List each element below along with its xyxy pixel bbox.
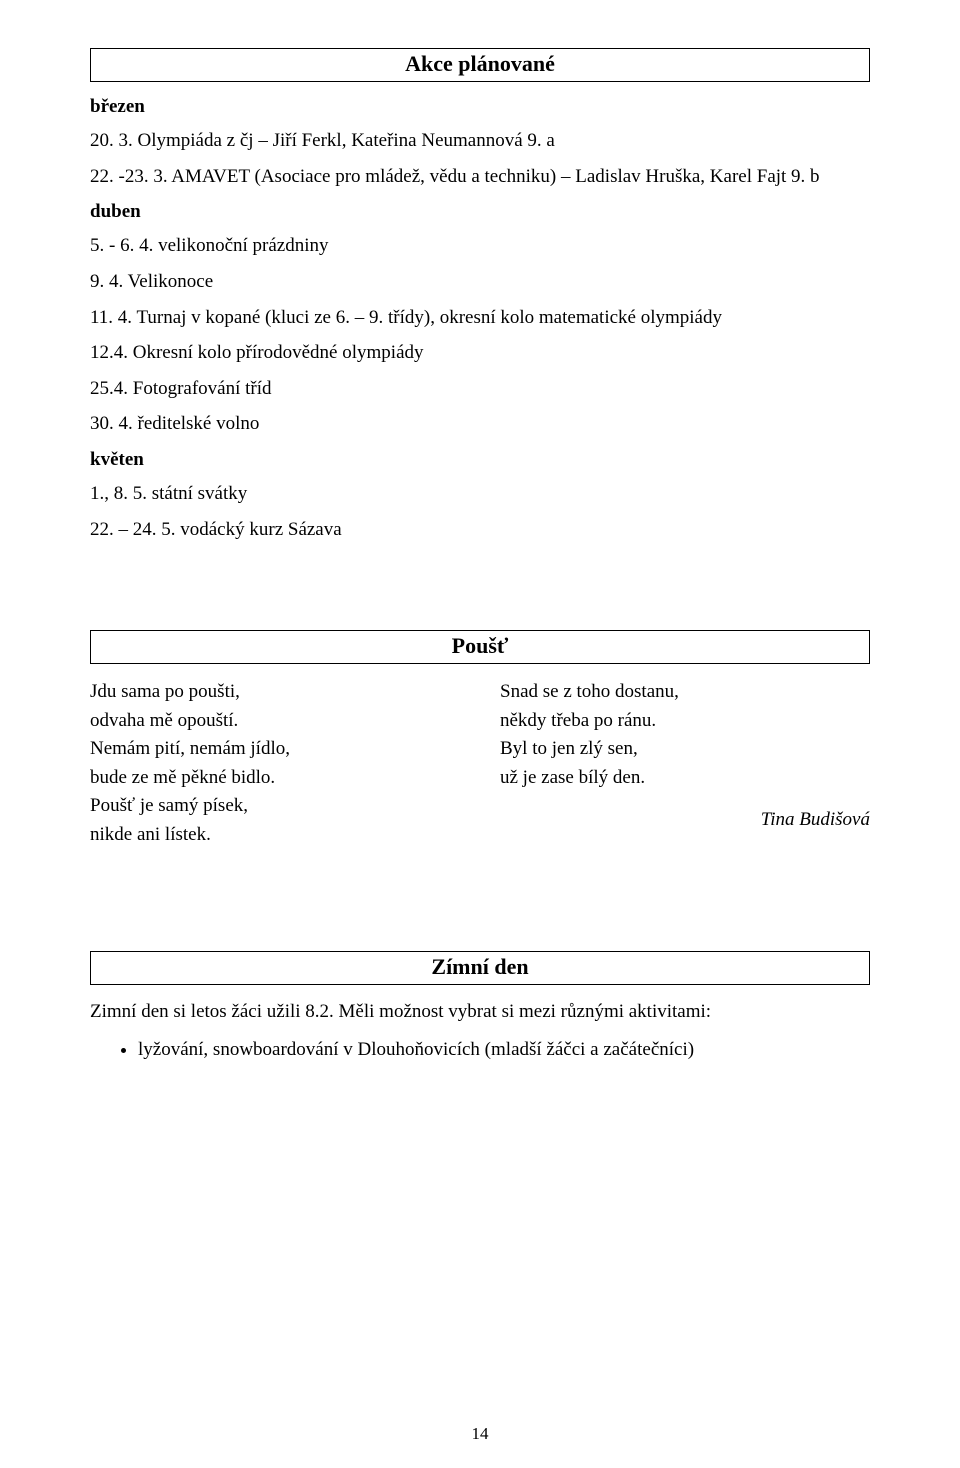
heading-akce-title: Akce plánované bbox=[99, 51, 861, 77]
event-item: 30. 4. ředitelské volno bbox=[90, 411, 870, 437]
heading-akce: Akce plánované bbox=[90, 48, 870, 82]
event-item: 25.4. Fotografování tříd bbox=[90, 376, 870, 402]
event-item: 22. – 24. 5. vodácký kurz Sázava bbox=[90, 517, 870, 543]
poem-line: Nemám pití, nemám jídlo, bbox=[90, 735, 460, 764]
heading-zimni-title: Zímní den bbox=[99, 954, 861, 980]
event-item: 5. - 6. 4. velikonoční prázdniny bbox=[90, 233, 870, 259]
poem-columns: Jdu sama po poušti, odvaha mě opouští. N… bbox=[90, 678, 870, 849]
poem-line: nikde ani lístek. bbox=[90, 821, 460, 850]
poem-line: Byl to jen zlý sen, bbox=[500, 735, 870, 764]
event-item: 22. -23. 3. AMAVET (Asociace pro mládež,… bbox=[90, 164, 870, 190]
event-item: 1., 8. 5. státní svátky bbox=[90, 481, 870, 507]
page-number: 14 bbox=[0, 1424, 960, 1444]
poem-line: bude ze mě pěkné bidlo. bbox=[90, 764, 460, 793]
month-brezen: březen bbox=[90, 96, 870, 118]
event-item: 20. 3. Olympiáda z čj – Jiří Ferkl, Kate… bbox=[90, 128, 870, 154]
month-duben: duben bbox=[90, 201, 870, 223]
heading-poust-title: Poušť bbox=[99, 633, 861, 659]
event-item: 9. 4. Velikonoce bbox=[90, 269, 870, 295]
event-item: 12.4. Okresní kolo přírodovědné olympiád… bbox=[90, 340, 870, 366]
month-kveten: květen bbox=[90, 449, 870, 471]
poem-right: Snad se z toho dostanu, někdy třeba po r… bbox=[500, 678, 870, 849]
poem-line: Jdu sama po poušti, bbox=[90, 678, 460, 707]
poem-line: Poušť je samý písek, bbox=[90, 792, 460, 821]
poem-line: někdy třeba po ránu. bbox=[500, 707, 870, 736]
poem-line: Snad se z toho dostanu, bbox=[500, 678, 870, 707]
poem-line: odvaha mě opouští. bbox=[90, 707, 460, 736]
list-item: lyžování, snowboardování v Dlouhoňovicíc… bbox=[138, 1037, 870, 1064]
event-item: 11. 4. Turnaj v kopané (kluci ze 6. – 9.… bbox=[90, 305, 870, 331]
heading-zimni: Zímní den bbox=[90, 951, 870, 985]
poem-left: Jdu sama po poušti, odvaha mě opouští. N… bbox=[90, 678, 460, 849]
poem-line: už je zase bílý den. bbox=[500, 764, 870, 793]
poem-author: Tina Budišová bbox=[500, 806, 870, 835]
heading-poust: Poušť bbox=[90, 630, 870, 664]
zimni-intro: Zimní den si letos žáci užili 8.2. Měli … bbox=[90, 999, 870, 1025]
zimni-bullet-list: lyžování, snowboardování v Dlouhoňovicíc… bbox=[90, 1037, 870, 1064]
